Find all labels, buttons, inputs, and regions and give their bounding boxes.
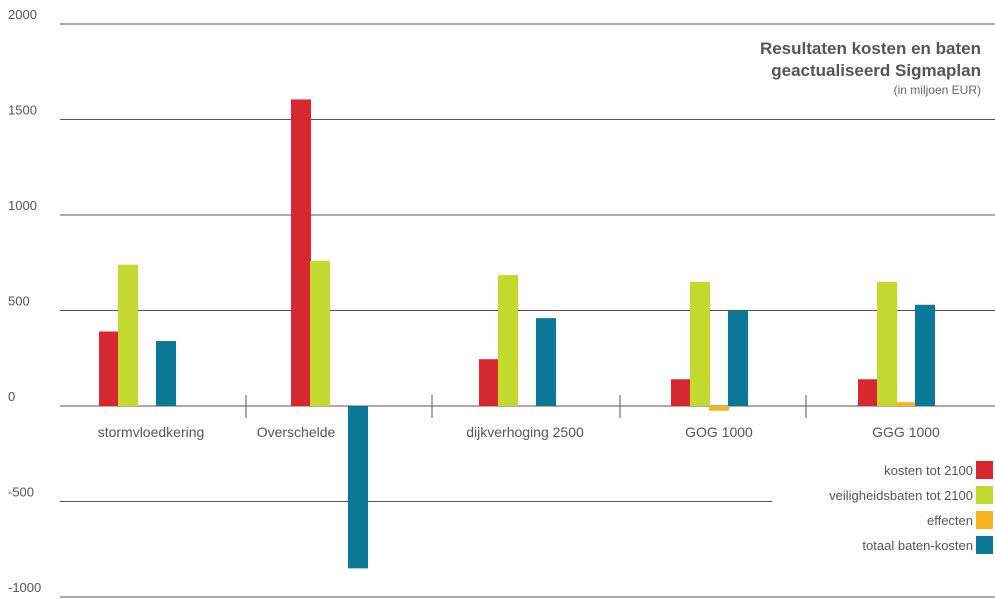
x-tick-label: stormvloedkering <box>98 424 205 440</box>
bar <box>118 264 138 406</box>
bar <box>671 379 691 406</box>
chart-title-block: Resultaten kosten en baten geactualiseer… <box>760 38 981 98</box>
bar <box>728 310 748 406</box>
legend-swatch <box>976 486 993 504</box>
x-tick-label: Overschelde <box>257 424 336 440</box>
y-axis-ticks: 2000 1500 1000 500 0 -500 -1000 <box>8 7 41 595</box>
bar <box>915 304 935 406</box>
legend: kosten tot 2100 veiligheidsbaten tot 2100… <box>829 461 993 554</box>
y-tick-label: 2000 <box>8 7 37 22</box>
bar <box>310 260 330 406</box>
chart-subtitle: (in miljoen EUR) <box>893 83 981 97</box>
y-tick-label: 0 <box>8 389 15 404</box>
y-tick-label: 500 <box>8 294 30 309</box>
bar <box>99 331 119 406</box>
bar <box>479 359 499 406</box>
y-tick-label: -500 <box>8 485 34 500</box>
x-tick-label: dijkverhoging 2500 <box>466 424 584 440</box>
bars <box>99 99 935 569</box>
legend-swatch <box>976 461 993 479</box>
y-tick-label: 1000 <box>8 198 37 213</box>
x-tick-label: GOG 1000 <box>685 424 753 440</box>
chart-title-line-1: Resultaten kosten en baten <box>759 39 981 58</box>
bar <box>498 275 518 406</box>
bar <box>348 406 368 569</box>
x-tick-label: GGG 1000 <box>872 424 940 440</box>
legend-swatch <box>976 511 993 529</box>
legend-label: veiligheidsbaten tot 2100 <box>829 488 973 503</box>
category-separators <box>245 395 807 418</box>
bar <box>690 281 710 406</box>
legend-swatch <box>976 536 993 554</box>
legend-label: kosten tot 2100 <box>884 463 973 478</box>
bar <box>709 406 729 411</box>
gridlines <box>60 23 995 598</box>
legend-label: effecten <box>927 513 973 528</box>
bar <box>536 318 556 406</box>
x-axis-labels: stormvloedkering Overschelde dijkverhoging… <box>98 424 940 440</box>
legend-label: totaal baten-kosten <box>862 538 973 553</box>
y-tick-label: 1500 <box>8 103 37 118</box>
chart-title-line-2: geactualiseerd Sigmaplan <box>771 61 981 80</box>
bar <box>858 379 878 406</box>
y-tick-label: -1000 <box>8 580 41 595</box>
bar <box>291 99 311 406</box>
bar <box>896 402 916 406</box>
bar <box>156 341 176 406</box>
bar <box>877 281 897 406</box>
